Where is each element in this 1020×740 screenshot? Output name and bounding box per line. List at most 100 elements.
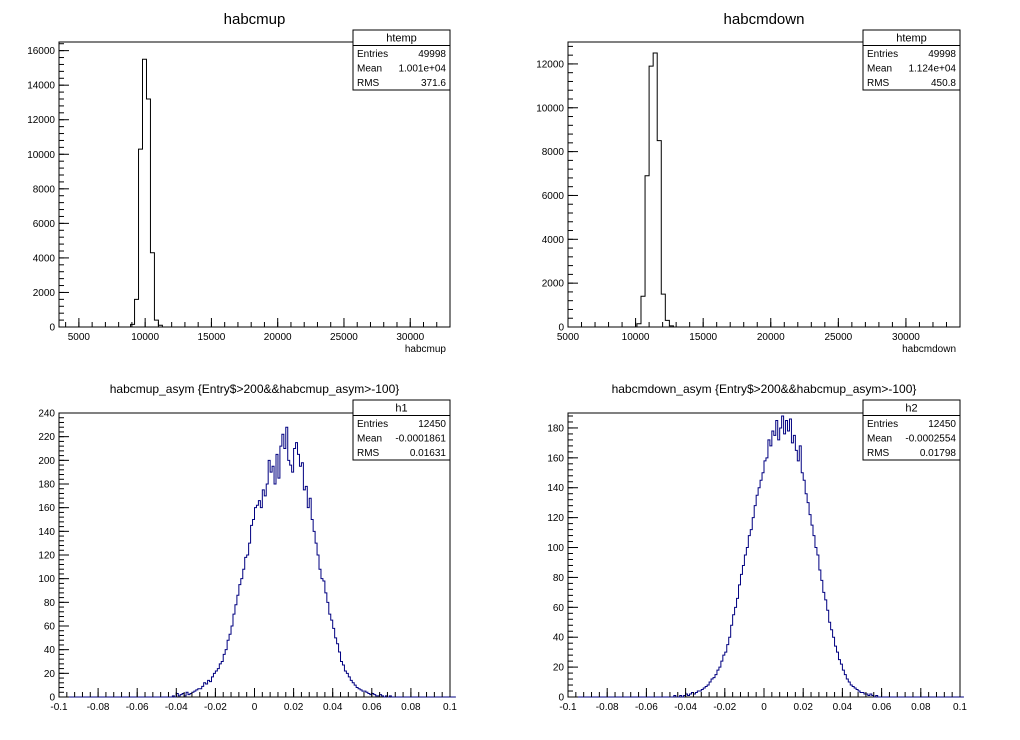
- x-tick-label: 0.04: [323, 702, 343, 713]
- stats-row-label: Mean: [357, 434, 382, 445]
- y-tick-label: 0: [49, 323, 55, 334]
- x-tick-label: 0.1: [953, 702, 967, 713]
- x-tick-label: 0.02: [793, 702, 813, 713]
- stats-box-name: h2: [905, 403, 917, 415]
- x-tick-label: 15000: [689, 332, 717, 343]
- histogram-series-line: [130, 58, 167, 328]
- x-tick-label: 0: [252, 702, 258, 713]
- stats-box-frame: [862, 29, 961, 91]
- stats-row-label: Mean: [357, 64, 382, 75]
- chart-title: habcmdown: [724, 11, 805, 28]
- y-tick-label: 12000: [27, 115, 55, 126]
- y-tick-label: 100: [547, 543, 564, 554]
- stats-row-label: Mean: [867, 64, 892, 75]
- x-tick-label: 0.06: [872, 702, 892, 713]
- y-tick-label: 0: [49, 693, 55, 704]
- chart-title: habcmdown_asym {Entry$>200&&habcmup_asym…: [612, 382, 917, 396]
- x-tick-label: 30000: [892, 332, 920, 343]
- plot-frame: [58, 41, 451, 328]
- stats-row-label: Entries: [867, 419, 898, 430]
- x-tick-label: -0.1: [50, 702, 68, 713]
- stats-row-label: Entries: [867, 49, 898, 60]
- stats-row-value: 450.8: [931, 78, 956, 89]
- stats-row-value: 49998: [928, 49, 956, 60]
- y-tick-label: 180: [38, 480, 55, 491]
- histogram-panel-1: habcmup 0 2000 4000 6000 8000 10000 12000 14000 1…: [27, 11, 451, 355]
- stats-row-value: 1.001e+04: [398, 64, 446, 75]
- chart-title: habcmup_asym {Entry$>200&&habcmup_asym>-…: [110, 382, 400, 396]
- stats-box: htemp Entries 49998 Mean 1.001e+04 RMS 371.6: [352, 29, 451, 91]
- x-tick-label: 15000: [198, 332, 226, 343]
- y-tick-label: 6000: [542, 191, 565, 202]
- x-axis-label: habcmup: [405, 344, 447, 355]
- y-tick-label: 40: [44, 645, 56, 656]
- y-tick-label: 240: [38, 409, 55, 420]
- y-tick-label: 4000: [542, 235, 565, 246]
- x-tick-label: 0.06: [362, 702, 382, 713]
- stats-box-name: h1: [395, 403, 407, 415]
- x-tick-label: 5000: [68, 332, 91, 343]
- x-tick-label: -0.08: [596, 702, 619, 713]
- y-tick-label: 60: [44, 622, 56, 633]
- y-tick-label: 80: [553, 573, 565, 584]
- y-tick-label: 14000: [27, 81, 55, 92]
- chart-title: habcmup: [224, 11, 286, 28]
- stats-row-value: -0.0001861: [395, 434, 446, 445]
- stats-box: h2 Entries 12450 Mean -0.0002554 RMS 0.01798: [862, 399, 961, 461]
- y-tick-label: 200: [38, 456, 55, 467]
- y-tick-label: 160: [547, 453, 564, 464]
- stats-row-label: RMS: [867, 78, 890, 89]
- stats-box-frame: [352, 399, 451, 461]
- y-tick-label: 2000: [542, 279, 565, 290]
- stats-box: h1 Entries 12450 Mean -0.0001861 RMS 0.01631: [352, 399, 451, 461]
- histogram-series-line: [636, 52, 674, 327]
- histogram-panel-3: habcmup_asym {Entry$>200&&habcmup_asym>-…: [38, 382, 457, 713]
- y-tick-label: 180: [547, 423, 564, 434]
- stats-row-label: Entries: [357, 49, 388, 60]
- x-tick-label: 25000: [824, 332, 852, 343]
- x-axis-label: habcmdown: [902, 344, 956, 355]
- stats-box: htemp Entries 49998 Mean 1.124e+04 RMS 450.8: [862, 29, 961, 91]
- stats-row-label: RMS: [867, 448, 890, 459]
- y-tick-label: 10000: [27, 150, 55, 161]
- x-tick-label: 20000: [757, 332, 785, 343]
- stats-row-value: 1.124e+04: [908, 64, 956, 75]
- stats-row-value: 12450: [928, 419, 956, 430]
- y-tick-label: 8000: [542, 147, 565, 158]
- y-tick-label: 8000: [33, 184, 56, 195]
- y-tick-label: 12000: [536, 59, 564, 70]
- y-tick-label: 140: [38, 527, 55, 538]
- x-tick-label: 10000: [622, 332, 650, 343]
- x-tick-label: 30000: [396, 332, 424, 343]
- x-tick-label: -0.02: [713, 702, 736, 713]
- x-tick-label: 0.08: [401, 702, 421, 713]
- y-tick-label: 100: [38, 574, 55, 585]
- x-tick-label: 0: [761, 702, 767, 713]
- y-tick-label: 0: [558, 323, 564, 334]
- stats-row-label: Mean: [867, 434, 892, 445]
- plot-frame: [567, 41, 961, 328]
- x-tick-label: 25000: [330, 332, 358, 343]
- x-tick-label: -0.06: [635, 702, 658, 713]
- stats-row-label: Entries: [357, 419, 388, 430]
- stats-box-frame: [352, 29, 451, 91]
- x-tick-label: -0.1: [559, 702, 577, 713]
- y-tick-label: 16000: [27, 46, 55, 57]
- stats-row-label: RMS: [357, 78, 380, 89]
- x-tick-label: -0.08: [87, 702, 110, 713]
- stats-box-frame: [862, 399, 961, 461]
- stats-row-value: 0.01631: [410, 448, 447, 459]
- y-tick-label: 40: [553, 633, 565, 644]
- stats-box-name: htemp: [386, 33, 417, 45]
- x-tick-label: 20000: [264, 332, 292, 343]
- x-tick-label: 0.04: [833, 702, 853, 713]
- x-tick-label: -0.04: [165, 702, 188, 713]
- stats-row-value: 371.6: [421, 78, 446, 89]
- x-tick-label: 0.08: [911, 702, 931, 713]
- y-tick-label: 140: [547, 483, 564, 494]
- stats-row-value: -0.0002554: [905, 434, 956, 445]
- x-tick-label: 0.02: [284, 702, 304, 713]
- y-tick-label: 20: [44, 669, 56, 680]
